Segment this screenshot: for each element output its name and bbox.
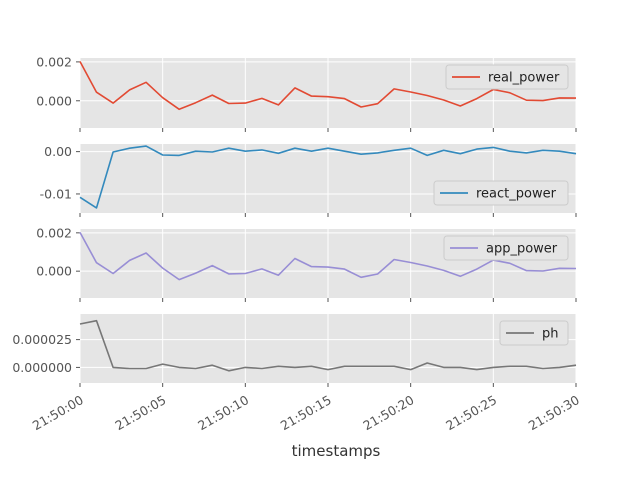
y-tick-label: 0.000 <box>36 264 72 279</box>
legend-app_power: app_power <box>443 235 569 261</box>
panel-app_power: 0.002 0.000 app_power <box>36 225 577 302</box>
y-tick-label: 0.000000 <box>12 360 72 375</box>
panel-ph: 0.000025 0.000000 ph <box>12 314 577 387</box>
x-tick-label: 21:50:20 <box>360 392 416 433</box>
y-tick-label: 0.000025 <box>12 332 72 347</box>
x-axis-label: timestamps <box>292 442 381 460</box>
legend-label: react_power <box>476 187 557 202</box>
legend-label: ph <box>542 327 559 342</box>
legend-box <box>445 64 569 90</box>
legend-real_power: real_power <box>445 64 569 90</box>
y-tick-label: 0.00 <box>44 144 72 159</box>
x-tick-label: 21:50:10 <box>195 392 251 433</box>
panel-real_power: 0.002 0.000 real_power <box>36 54 577 132</box>
x-tick-label: 21:50:30 <box>526 392 582 433</box>
y-tick-label: -0.01 <box>40 186 72 201</box>
y-tick-label: 0.002 <box>36 54 72 69</box>
y-tick-label: 0.002 <box>36 225 72 240</box>
series-line-ph <box>79 319 577 372</box>
legend-box <box>433 180 569 206</box>
x-tick-label: 21:50:15 <box>278 392 334 433</box>
series-line-react_power <box>79 145 577 209</box>
legend-label: app_power <box>486 242 558 257</box>
legend-react_power: react_power <box>433 180 569 206</box>
y-tick-label: 0.000 <box>36 93 72 108</box>
panel-react_power: 0.00 -0.01 react_power <box>40 144 577 217</box>
legend-label: real_power <box>488 71 560 86</box>
legend-box <box>443 235 569 261</box>
x-tick-label: 21:50:00 <box>30 392 86 433</box>
legend-ph: ph <box>499 320 569 346</box>
x-tick-label: 21:50:25 <box>443 392 499 433</box>
x-tick-label: 21:50:05 <box>112 392 168 433</box>
